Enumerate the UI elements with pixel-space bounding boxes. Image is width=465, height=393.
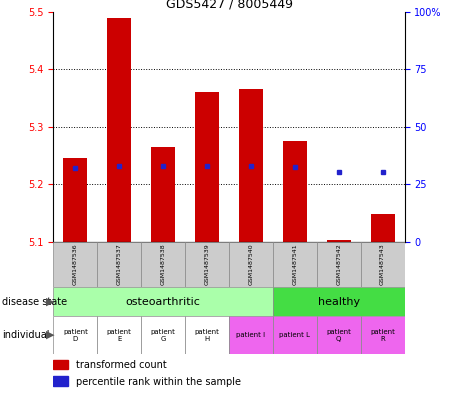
Text: GSM1487542: GSM1487542: [336, 243, 341, 285]
Text: disease state: disease state: [2, 297, 67, 307]
Bar: [151, 147, 175, 242]
Bar: [273, 287, 405, 316]
Text: patient
D: patient D: [63, 329, 88, 342]
Bar: [53, 242, 97, 287]
Text: ▶: ▶: [46, 297, 54, 307]
Bar: [53, 316, 97, 354]
Bar: [239, 89, 263, 242]
Bar: [97, 242, 141, 287]
Bar: [141, 242, 185, 287]
Bar: [53, 287, 273, 316]
Bar: [317, 316, 361, 354]
Bar: [185, 242, 229, 287]
Text: GSM1487541: GSM1487541: [292, 244, 297, 285]
Bar: [273, 242, 317, 287]
Bar: [229, 242, 273, 287]
Text: GSM1487537: GSM1487537: [117, 243, 122, 285]
Text: patient
G: patient G: [151, 329, 176, 342]
Bar: [185, 316, 229, 354]
Text: healthy: healthy: [318, 297, 360, 307]
Bar: [326, 240, 351, 242]
Bar: [107, 18, 132, 242]
Bar: [63, 158, 87, 242]
Text: individual: individual: [2, 330, 50, 340]
Bar: [141, 316, 185, 354]
Bar: [361, 316, 405, 354]
Bar: [273, 316, 317, 354]
Text: transformed count: transformed count: [76, 360, 167, 370]
Text: patient
H: patient H: [195, 329, 219, 342]
Text: GSM1487539: GSM1487539: [205, 243, 210, 285]
Bar: [283, 141, 307, 242]
Bar: [317, 242, 361, 287]
Bar: [361, 242, 405, 287]
Text: patient
E: patient E: [107, 329, 132, 342]
Text: patient I: patient I: [236, 332, 266, 338]
Bar: [195, 92, 219, 242]
Bar: [371, 214, 395, 242]
Text: percentile rank within the sample: percentile rank within the sample: [76, 377, 241, 387]
Text: patient L: patient L: [279, 332, 310, 338]
Text: GSM1487538: GSM1487538: [161, 244, 166, 285]
Text: ▶: ▶: [46, 330, 54, 340]
Bar: [229, 316, 273, 354]
Title: GDS5427 / 8005449: GDS5427 / 8005449: [166, 0, 292, 11]
Text: GSM1487543: GSM1487543: [380, 243, 385, 285]
Text: GSM1487540: GSM1487540: [248, 244, 253, 285]
Bar: [53, 360, 67, 369]
Bar: [97, 316, 141, 354]
Text: patient
Q: patient Q: [326, 329, 351, 342]
Text: GSM1487536: GSM1487536: [73, 244, 78, 285]
Text: patient
R: patient R: [370, 329, 395, 342]
Text: osteoarthritic: osteoarthritic: [126, 297, 200, 307]
Bar: [53, 376, 67, 386]
